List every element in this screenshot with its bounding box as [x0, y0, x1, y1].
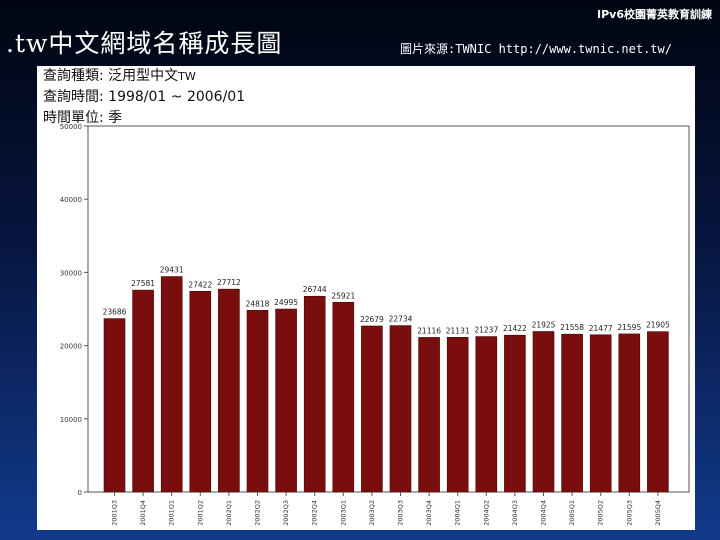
y-tick-label: 10000 [60, 416, 82, 424]
bar-value-label: 22679 [360, 315, 384, 324]
bar-value-label: 21925 [532, 321, 556, 330]
x-tick-label: 2005Q1 [568, 500, 576, 526]
bar-value-label: 27712 [217, 278, 241, 287]
x-tick-label: 2005Q2 [597, 500, 605, 526]
query-unit-line: 時間單位: 季 [43, 108, 245, 129]
source-note: 圖片來源:TWNIC http://www.twnic.net.tw/ [400, 42, 672, 56]
x-tick-label: 2005Q3 [625, 500, 633, 526]
query-unit-value: 季 [108, 110, 123, 126]
query-time-label: 查詢時間: [43, 89, 104, 105]
query-type-label: 查詢種類: [43, 68, 104, 84]
x-tick-label: 2004Q4 [540, 500, 548, 526]
x-tick-label: 2001Q3 [111, 500, 119, 526]
query-type-value: 泛用型中文 [108, 68, 179, 84]
bar-value-label: 27581 [131, 279, 155, 288]
bar [332, 301, 355, 493]
bar [218, 288, 240, 493]
bar-value-label: 21595 [617, 323, 641, 332]
y-tick-label: 40000 [60, 196, 82, 204]
bar-value-label: 25921 [331, 291, 355, 300]
query-time-line: 查詢時間: 1998/01 ~ 2006/01 [43, 87, 245, 108]
bar-value-label: 21131 [446, 326, 470, 335]
bar [589, 334, 612, 493]
x-tick-label: 2005Q4 [654, 500, 662, 526]
x-tick-label: 2002Q2 [254, 500, 262, 526]
y-tick-label: 0 [78, 489, 82, 497]
bar-value-label: 23686 [103, 308, 127, 317]
bar-value-label: 24818 [246, 299, 270, 308]
x-tick-label: 2002Q1 [225, 500, 233, 526]
bar [303, 295, 326, 493]
bar-value-label: 26744 [303, 285, 327, 294]
x-tick-label: 2001Q4 [139, 500, 147, 526]
bar-value-label: 21116 [417, 326, 441, 335]
x-tick-label: 2003Q4 [425, 500, 433, 526]
query-unit-label: 時間單位: [43, 110, 104, 126]
x-axis: 2001Q3 2001Q4 2001Q1 2001Q2 2002Q1 2002Q2 2002… [111, 492, 662, 526]
bar-value-label: 21905 [646, 321, 670, 330]
query-type-line: 查詢種類: 泛用型中文TW [43, 66, 245, 87]
bar-value-label: 27422 [188, 280, 212, 289]
bar-value-label: 24995 [274, 298, 298, 307]
y-tick-label: 30000 [60, 269, 82, 277]
header-tag: IPv6校園菁英教育訓練 [597, 8, 712, 21]
bar [246, 310, 269, 493]
bar [418, 337, 440, 493]
query-info: 查詢種類: 泛用型中文TW 查詢時間: 1998/01 ~ 2006/01 時間… [43, 66, 245, 129]
y-tick-label: 50000 [60, 123, 82, 131]
bar [132, 289, 154, 493]
bar [446, 337, 469, 493]
x-tick-label: 2003Q1 [339, 500, 347, 526]
bar-chart: 0 10000 20000 30000 40000 50000 23686 27581 294… [60, 123, 690, 526]
bar-value-label: 21237 [474, 326, 498, 335]
bar-value-label: 21422 [503, 324, 527, 333]
bars [103, 276, 669, 493]
x-tick-label: 2003Q2 [368, 500, 376, 526]
bar [389, 325, 412, 493]
y-tick-label: 20000 [60, 343, 82, 351]
query-type-suffix: TW [178, 70, 196, 83]
x-tick-label: 2001Q2 [196, 500, 204, 526]
query-time-value: 1998/01 ~ 2006/01 [108, 89, 246, 105]
bar [532, 331, 555, 493]
bar [189, 290, 212, 493]
y-axis: 0 10000 20000 30000 40000 50000 [60, 123, 88, 497]
bar [504, 334, 526, 493]
bar-value-label: 21558 [560, 323, 584, 332]
data-labels: 23686 27581 29431 27422 27712 24818 24995 26744… [103, 266, 670, 336]
x-tick-label: 2001Q1 [168, 500, 176, 526]
bar [561, 333, 583, 493]
slide-title: .tw中文網域名稱成長圖 [6, 29, 283, 58]
bar-value-label: 22734 [389, 315, 413, 324]
bar [103, 318, 126, 493]
x-tick-label: 2002Q3 [282, 500, 290, 526]
bar [160, 276, 183, 493]
x-tick-label: 2004Q1 [454, 500, 462, 526]
bar [475, 336, 498, 493]
plot-frame [87, 125, 690, 493]
bar [647, 331, 669, 493]
x-tick-label: 2002Q4 [311, 500, 319, 526]
x-tick-label: 2003Q3 [397, 500, 405, 526]
chart-panel: 查詢種類: 泛用型中文TW 查詢時間: 1998/01 ~ 2006/01 時間… [37, 66, 695, 530]
bar [275, 308, 297, 493]
x-tick-label: 2004Q2 [482, 500, 490, 526]
x-tick-label: 2004Q3 [511, 500, 519, 526]
bar-value-label: 29431 [160, 266, 184, 275]
bar-value-label: 21477 [589, 324, 613, 333]
bar [618, 333, 641, 493]
bar [361, 325, 383, 493]
